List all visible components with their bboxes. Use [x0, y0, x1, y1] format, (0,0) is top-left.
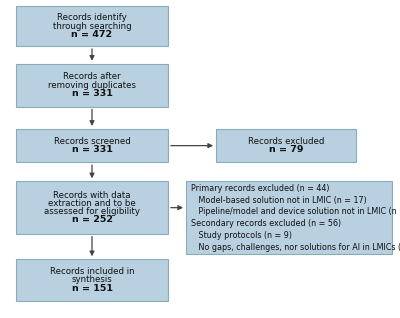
Text: Pipeline/model and device solution not in LMIC (n = 27): Pipeline/model and device solution not i…: [191, 207, 400, 217]
Text: through searching: through searching: [53, 22, 131, 31]
Text: Records included in: Records included in: [50, 267, 134, 276]
Text: Study protocols (n = 9): Study protocols (n = 9): [191, 231, 292, 240]
Text: n = 331: n = 331: [72, 145, 112, 154]
FancyBboxPatch shape: [186, 181, 392, 254]
FancyBboxPatch shape: [16, 129, 168, 162]
FancyBboxPatch shape: [16, 259, 168, 301]
Text: Records screened: Records screened: [54, 137, 130, 146]
Text: Records excluded: Records excluded: [248, 137, 324, 146]
FancyBboxPatch shape: [16, 6, 168, 46]
Text: n = 252: n = 252: [72, 215, 112, 225]
Text: No gaps, challenges, nor solutions for AI in LMICs (n = 47): No gaps, challenges, nor solutions for A…: [191, 243, 400, 252]
FancyBboxPatch shape: [216, 129, 356, 162]
Text: synthesis: synthesis: [72, 275, 112, 284]
Text: Model-based solution not in LMIC (n = 17): Model-based solution not in LMIC (n = 17…: [191, 196, 366, 204]
FancyBboxPatch shape: [16, 181, 168, 234]
Text: Secondary records excluded (n = 56): Secondary records excluded (n = 56): [191, 219, 341, 228]
Text: Records identify: Records identify: [57, 13, 127, 23]
Text: n = 79: n = 79: [269, 145, 303, 154]
Text: Primary records excluded (n = 44): Primary records excluded (n = 44): [191, 184, 329, 193]
Text: Records with data: Records with data: [53, 190, 131, 200]
Text: extraction and to be: extraction and to be: [48, 199, 136, 208]
Text: removing duplicates: removing duplicates: [48, 80, 136, 90]
FancyBboxPatch shape: [16, 64, 168, 107]
Text: assessed for eligibility: assessed for eligibility: [44, 207, 140, 216]
Text: Records after: Records after: [63, 72, 121, 81]
Text: n = 151: n = 151: [72, 284, 112, 293]
Text: n = 331: n = 331: [72, 89, 112, 98]
Text: n = 472: n = 472: [72, 30, 112, 39]
